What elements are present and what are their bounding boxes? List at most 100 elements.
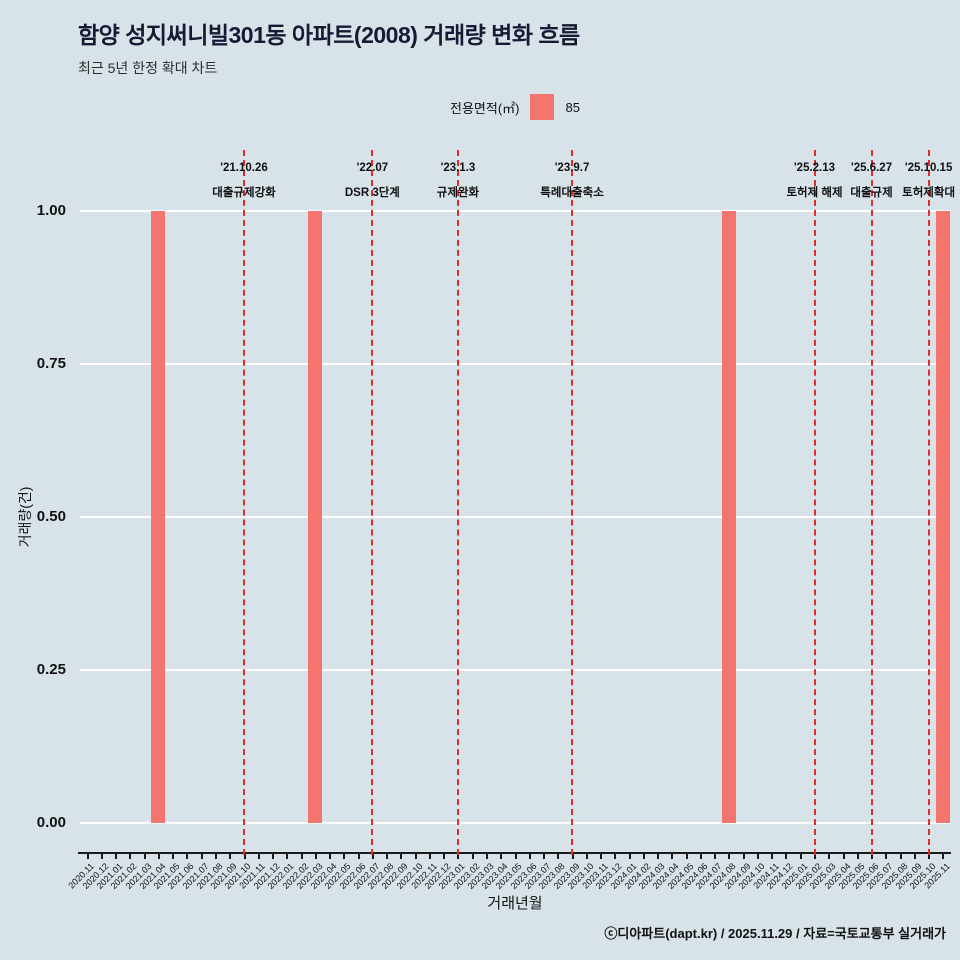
x-tick-mark — [728, 854, 731, 859]
annotation-date: '23.9.7 — [554, 162, 590, 174]
x-tick-mark — [557, 854, 560, 859]
x-tick-mark — [799, 854, 802, 859]
source-credit: ⓒ디아파트(dapt.kr) / 2025.11.29 / 자료=국토교통부 실… — [604, 926, 946, 941]
x-tick-mark — [671, 854, 674, 859]
bar — [935, 211, 950, 823]
x-tick-mark — [143, 854, 146, 859]
x-tick-mark — [329, 854, 332, 859]
x-tick-mark — [186, 854, 189, 859]
x-tick-mark — [272, 854, 275, 859]
annotation-label: 대출규제 — [850, 187, 893, 199]
x-tick-mark — [115, 854, 118, 859]
x-tick-mark — [243, 854, 246, 859]
annotation-label: 대출규제강화 — [212, 187, 276, 199]
x-tick-mark — [214, 854, 217, 859]
y-tick-label: 0.25 — [36, 661, 66, 678]
x-tick-mark — [828, 854, 831, 859]
annotation-date: '25.2.13 — [793, 162, 836, 174]
annotation-label: 특례대출축소 — [540, 187, 604, 199]
x-tick-mark — [314, 854, 317, 859]
y-gridline — [80, 822, 950, 824]
x-tick-mark — [756, 854, 759, 859]
y-tick-label: 0.75 — [36, 355, 66, 372]
x-tick-mark — [443, 854, 446, 859]
x-tick-mark — [172, 854, 175, 859]
annotation-line — [927, 150, 930, 855]
x-tick-mark — [913, 854, 916, 859]
annotation-label: 토허제확대 — [902, 187, 956, 199]
annotation-line — [456, 150, 459, 855]
x-tick-mark — [928, 854, 931, 859]
page-title: 함양 성지써니빌301동 아파트(2008) 거래량 변화 흐름 — [78, 22, 580, 48]
x-tick-mark — [885, 854, 888, 859]
annotation-date: '25.6.27 — [850, 162, 893, 174]
annotation-date: '25.10.15 — [904, 162, 953, 174]
x-tick-mark — [86, 854, 89, 859]
annotation-label: 토허제 해제 — [786, 187, 843, 199]
x-tick-mark — [100, 854, 103, 859]
y-tick-label: 1.00 — [36, 202, 66, 219]
x-tick-mark — [400, 854, 403, 859]
annotation-line — [870, 150, 873, 855]
x-axis-line — [78, 852, 951, 854]
x-tick-mark — [428, 854, 431, 859]
annotation-date: '22.07 — [356, 162, 389, 174]
x-tick-mark — [371, 854, 374, 859]
x-tick-mark — [642, 854, 645, 859]
bar — [721, 211, 736, 823]
legend-title: 전용면적(㎡) — [450, 100, 520, 116]
x-tick-mark — [899, 854, 902, 859]
x-tick-mark — [286, 854, 289, 859]
x-tick-mark — [514, 854, 517, 859]
x-tick-mark — [657, 854, 660, 859]
x-tick-mark — [300, 854, 303, 859]
x-tick-mark — [485, 854, 488, 859]
x-tick-mark — [200, 854, 203, 859]
bar — [151, 211, 166, 823]
x-tick-mark — [343, 854, 346, 859]
annotation-date: '21.10.26 — [220, 162, 268, 174]
x-tick-mark — [543, 854, 546, 859]
x-axis-label: 거래년월 — [487, 895, 543, 912]
x-tick-mark — [856, 854, 859, 859]
legend-value: 85 — [565, 99, 580, 115]
x-tick-mark — [871, 854, 874, 859]
x-tick-mark — [814, 854, 816, 859]
y-axis-label: 거래량(건) — [17, 486, 33, 548]
x-tick-mark — [771, 854, 774, 859]
y-gridline — [80, 363, 950, 365]
x-tick-mark — [229, 854, 232, 859]
y-tick-label: 0.50 — [36, 508, 66, 525]
x-tick-mark — [614, 854, 617, 859]
annotation-label: 규제완화 — [436, 187, 480, 199]
x-tick-mark — [471, 854, 474, 859]
x-tick-mark — [685, 854, 688, 859]
x-tick-mark — [571, 854, 574, 859]
x-tick-mark — [742, 854, 745, 859]
x-tick-mark — [457, 854, 460, 859]
annotation-line — [571, 150, 574, 855]
x-tick-mark — [528, 854, 531, 859]
legend-swatch — [529, 94, 554, 120]
x-tick-mark — [257, 854, 260, 859]
legend: 전용면적(㎡) 85 — [450, 93, 580, 121]
x-tick-mark — [386, 854, 389, 859]
annotation-line — [371, 150, 374, 855]
x-tick-mark — [628, 854, 631, 859]
x-tick-mark — [157, 854, 160, 859]
y-gridline — [80, 669, 950, 671]
x-tick-mark — [942, 854, 945, 859]
x-tick-mark — [600, 854, 603, 859]
x-tick-mark — [414, 854, 417, 859]
page-subtitle: 최근 5년 한정 확대 차트 — [78, 60, 218, 76]
x-tick-mark — [500, 854, 503, 859]
x-tick-mark — [714, 854, 717, 859]
x-tick-mark — [842, 854, 845, 859]
annotation-line — [813, 150, 816, 855]
y-tick-label: 0.00 — [36, 814, 66, 831]
annotation-date: '23.1.3 — [440, 162, 476, 174]
annotation-label: DSR 3단계 — [344, 187, 400, 199]
x-tick-mark — [357, 854, 360, 859]
x-tick-mark — [699, 854, 702, 859]
